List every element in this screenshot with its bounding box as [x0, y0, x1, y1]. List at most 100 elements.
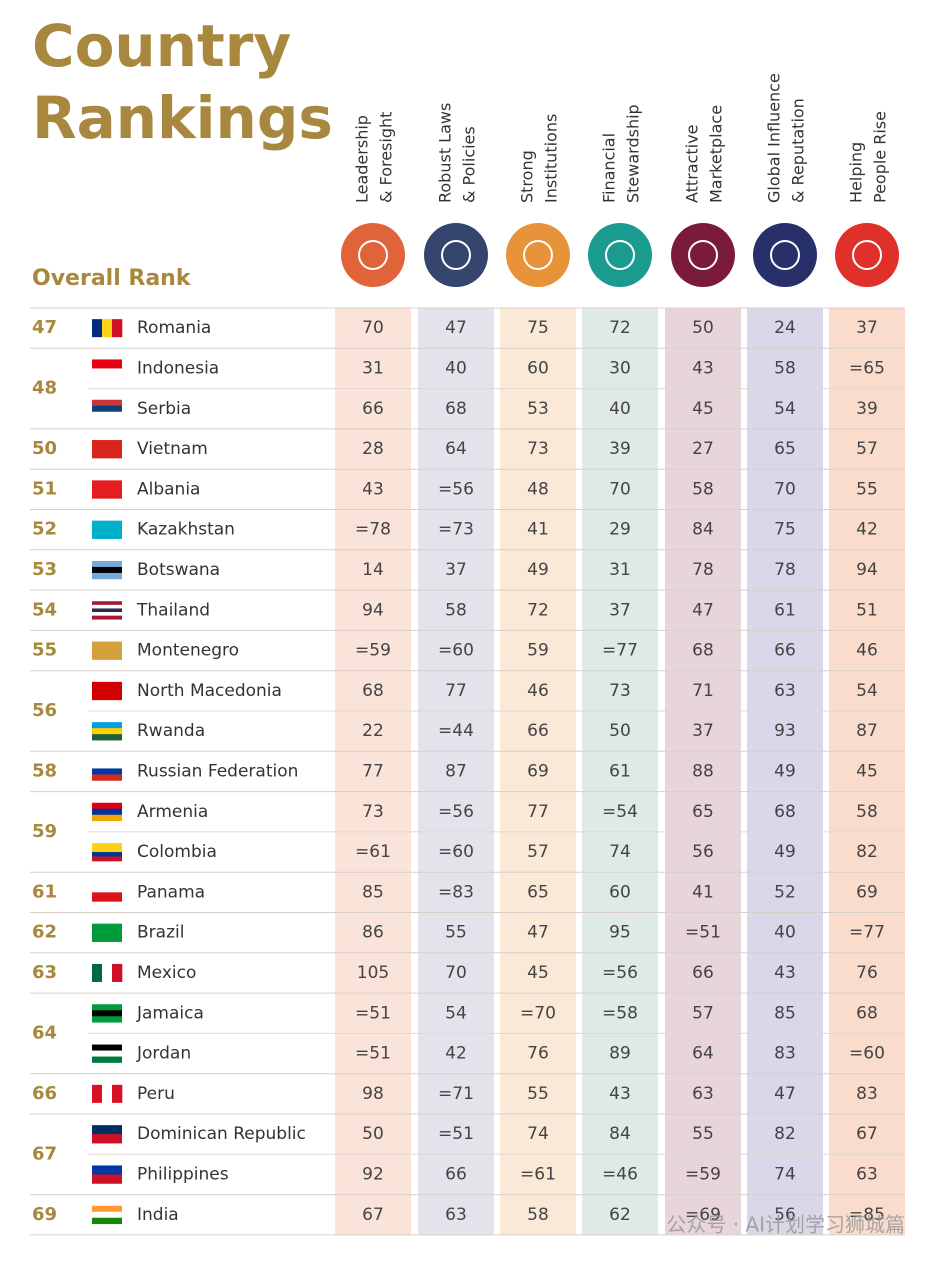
score: =85 — [849, 1205, 885, 1225]
score: 68 — [774, 802, 796, 822]
score: 68 — [856, 1003, 878, 1023]
score: 41 — [527, 520, 549, 540]
score: 68 — [362, 681, 384, 701]
score: 73 — [362, 802, 384, 822]
score: 45 — [527, 963, 549, 983]
icon-glyph — [441, 240, 471, 270]
score: 64 — [445, 439, 467, 459]
flag — [92, 1205, 122, 1225]
column-icon — [424, 223, 488, 287]
score: 94 — [362, 600, 384, 620]
score: 56 — [774, 1205, 796, 1225]
column-band — [829, 308, 905, 1235]
score: 50 — [609, 721, 631, 741]
rank: 54 — [32, 599, 57, 620]
flag-stripe — [92, 520, 122, 539]
flag-stripe — [92, 612, 122, 616]
score: 43 — [362, 479, 384, 499]
score: 61 — [774, 600, 796, 620]
score: =77 — [602, 641, 638, 661]
flag-stripe — [92, 774, 122, 781]
score: 63 — [774, 681, 796, 701]
flag — [92, 722, 122, 741]
score: 67 — [362, 1205, 384, 1225]
score: 65 — [774, 439, 796, 459]
rank: 62 — [32, 922, 57, 943]
country: Rwanda — [137, 721, 205, 741]
flag-stripe — [92, 572, 122, 580]
flag — [92, 440, 122, 459]
score: =69 — [685, 1205, 721, 1225]
score: 37 — [856, 318, 878, 338]
column-header: Stewardship — [624, 104, 643, 203]
icon-circle — [671, 223, 735, 287]
column-header: People Rise — [871, 111, 890, 203]
flag-stripe — [92, 405, 122, 413]
country: Albania — [137, 479, 200, 499]
column-icon — [588, 223, 652, 287]
rank: 53 — [32, 559, 57, 580]
score: 49 — [774, 761, 796, 781]
flag-stripe — [92, 762, 122, 769]
score: =46 — [602, 1164, 638, 1184]
score: 37 — [609, 600, 631, 620]
score: 77 — [527, 802, 549, 822]
column-header: Leadership — [353, 115, 372, 203]
score: 24 — [774, 318, 796, 338]
rank: 63 — [32, 962, 57, 983]
flag-stripe — [112, 319, 123, 338]
flag — [92, 843, 122, 862]
score: =59 — [355, 641, 391, 661]
flag — [92, 601, 122, 620]
score: =59 — [685, 1164, 721, 1184]
score: =56 — [438, 802, 474, 822]
score: 87 — [856, 721, 878, 741]
score: 66 — [692, 963, 714, 983]
country: Brazil — [137, 923, 184, 943]
icon-circle — [341, 223, 405, 287]
score: 74 — [609, 842, 631, 862]
score: 84 — [609, 1124, 631, 1144]
icon-circle — [424, 223, 488, 287]
rank: 55 — [32, 640, 57, 661]
score: 58 — [692, 479, 714, 499]
score: 47 — [692, 600, 714, 620]
icon-glyph — [605, 240, 635, 270]
flag — [92, 802, 122, 822]
score: 37 — [692, 721, 714, 741]
flag-stripe — [92, 1056, 122, 1063]
flag-stripe — [92, 601, 122, 606]
score: 66 — [445, 1164, 467, 1184]
icon-glyph — [770, 240, 800, 270]
score: 70 — [445, 963, 467, 983]
score: 66 — [362, 399, 384, 419]
rank: 51 — [32, 478, 57, 499]
flag-stripe — [92, 802, 122, 810]
score: 73 — [527, 439, 549, 459]
column-icon — [753, 223, 817, 287]
score: 64 — [692, 1044, 714, 1064]
score: 40 — [609, 399, 631, 419]
score: 47 — [445, 318, 467, 338]
score: 43 — [609, 1084, 631, 1104]
score: =44 — [438, 721, 474, 741]
country: Peru — [137, 1084, 175, 1104]
score: 54 — [856, 681, 878, 701]
column-header: Global Influence — [765, 73, 784, 203]
flag — [92, 520, 122, 539]
rank: 66 — [32, 1083, 57, 1104]
score: 74 — [774, 1164, 796, 1184]
column-icon — [506, 223, 570, 287]
score: 73 — [609, 681, 631, 701]
score: =78 — [355, 520, 391, 540]
score: =60 — [438, 842, 474, 862]
score: 55 — [527, 1084, 549, 1104]
flag-stripe — [92, 963, 103, 982]
score: 45 — [856, 761, 878, 781]
score: 88 — [692, 761, 714, 781]
flag-stripe — [92, 681, 122, 701]
flag-stripe — [102, 1084, 113, 1103]
flag-stripe — [92, 1165, 122, 1175]
score: =56 — [438, 479, 474, 499]
